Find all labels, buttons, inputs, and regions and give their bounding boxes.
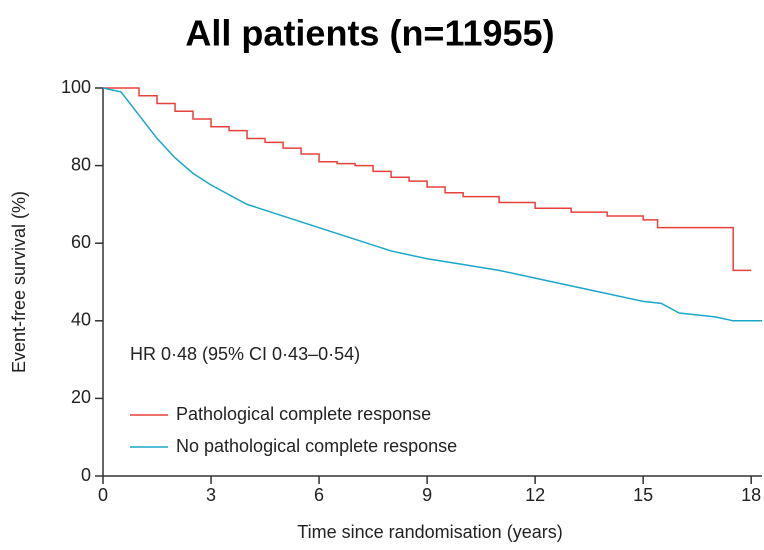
x-axis-label: Time since randomisation (years): [297, 522, 562, 542]
survival-line: [103, 87, 752, 272]
x-tick-label: 18: [741, 485, 761, 505]
y-tick-label: 80: [71, 154, 91, 174]
y-axis-label: Event-free survival (%): [9, 191, 29, 373]
x-tick-label: 12: [525, 485, 545, 505]
y-tick-label: 60: [71, 232, 91, 252]
annotation: HR 0·48 (95% CI 0·43–0·54): [130, 344, 360, 364]
y-tick-label: 100: [61, 77, 91, 97]
y-tick-label: 20: [71, 387, 91, 407]
y-tick-label: 0: [81, 465, 91, 485]
chart-title: All patients (n=11955): [185, 13, 554, 54]
x-tick-label: 15: [633, 485, 653, 505]
legend-label: Pathological complete response: [176, 404, 431, 424]
legend-label: No pathological complete response: [176, 436, 457, 456]
y-tick-label: 40: [71, 310, 91, 330]
x-tick-label: 0: [98, 485, 108, 505]
x-tick-label: 3: [206, 485, 216, 505]
x-tick-label: 9: [422, 485, 432, 505]
x-tick-label: 6: [314, 485, 324, 505]
survival-line: [102, 87, 762, 322]
